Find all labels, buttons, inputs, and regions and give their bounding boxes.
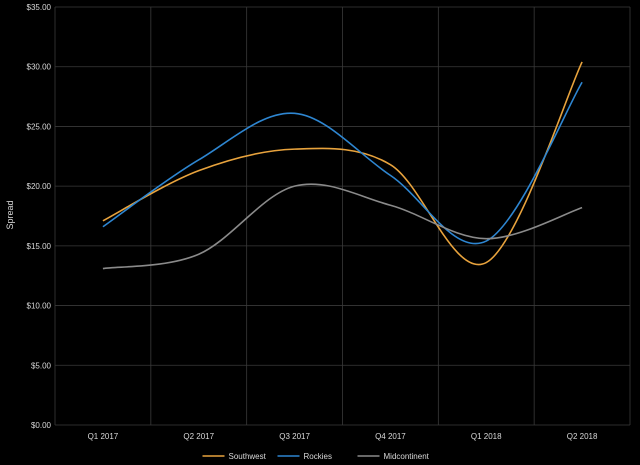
series-line-southwest bbox=[102, 61, 583, 266]
series-lines bbox=[102, 61, 583, 270]
series-line-rockies bbox=[102, 81, 583, 245]
y-axis-title: Spread bbox=[5, 200, 15, 229]
y-tick-label: $15.00 bbox=[27, 242, 52, 251]
legend-label-midcontinent: Midcontinent bbox=[384, 452, 430, 461]
y-tick-label: $5.00 bbox=[31, 361, 52, 370]
x-tick-label: Q2 2018 bbox=[567, 432, 598, 441]
gridlines bbox=[54, 6, 631, 426]
legend-label-southwest: Southwest bbox=[229, 452, 267, 461]
x-axis-ticks: Q1 2017 Q2 2017 Q3 2017 Q4 2017 Q1 2018 Q2 20… bbox=[88, 432, 598, 441]
x-tick-label: Q1 2018 bbox=[471, 432, 502, 441]
legend-label-rockies: Rockies bbox=[304, 452, 332, 461]
x-tick-label: Q4 2017 bbox=[375, 432, 406, 441]
x-tick-label: Q2 2017 bbox=[183, 432, 214, 441]
y-tick-label: $35.00 bbox=[27, 3, 52, 12]
y-tick-label: $20.00 bbox=[27, 182, 52, 191]
y-tick-label: $30.00 bbox=[27, 63, 52, 72]
x-tick-label: Q1 2017 bbox=[88, 432, 119, 441]
y-tick-label: $0.00 bbox=[31, 421, 52, 430]
legend: Southwest Rockies Midcontinent bbox=[202, 452, 430, 461]
y-axis-ticks: $0.00 $5.00 $10.00 $15.00 $20.00 $25.00 $30.00… bbox=[27, 3, 52, 430]
x-tick-label: Q3 2017 bbox=[279, 432, 310, 441]
series-line-midcontinent bbox=[102, 183, 583, 270]
y-tick-label: $25.00 bbox=[27, 122, 52, 131]
y-tick-label: $10.00 bbox=[27, 302, 52, 311]
